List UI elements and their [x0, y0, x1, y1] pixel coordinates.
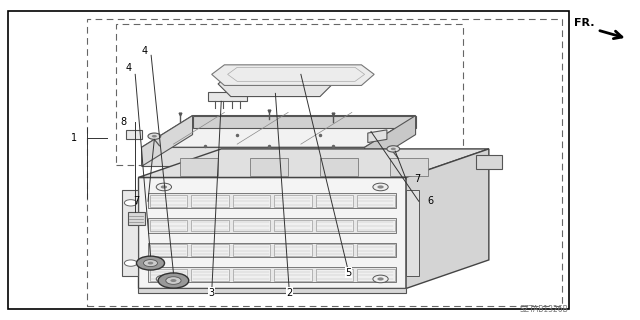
Polygon shape: [125, 130, 141, 140]
Bar: [233, 269, 270, 281]
Polygon shape: [138, 178, 406, 288]
Bar: [191, 195, 229, 206]
Polygon shape: [218, 74, 333, 97]
Circle shape: [156, 275, 172, 283]
Bar: [274, 244, 312, 256]
Polygon shape: [138, 149, 489, 178]
Text: 7: 7: [414, 174, 420, 184]
Circle shape: [373, 183, 388, 191]
Circle shape: [170, 279, 177, 282]
Text: 7: 7: [133, 196, 140, 206]
Circle shape: [136, 256, 164, 270]
Bar: [150, 220, 188, 231]
Bar: [150, 195, 188, 206]
Circle shape: [161, 185, 167, 188]
Polygon shape: [127, 212, 145, 225]
Bar: [191, 269, 229, 281]
Circle shape: [373, 275, 388, 283]
Bar: [233, 244, 270, 256]
Bar: [316, 269, 353, 281]
Circle shape: [124, 260, 137, 266]
Polygon shape: [141, 147, 365, 166]
Text: 1: 1: [70, 133, 77, 143]
Circle shape: [152, 135, 157, 138]
Circle shape: [387, 146, 399, 152]
Bar: [250, 158, 288, 176]
Text: 3: 3: [209, 288, 215, 298]
Circle shape: [158, 273, 189, 288]
Bar: [180, 158, 218, 176]
Bar: [233, 195, 270, 206]
Bar: [191, 220, 229, 231]
Polygon shape: [193, 116, 415, 128]
Bar: [390, 158, 428, 176]
Circle shape: [166, 277, 181, 284]
Polygon shape: [212, 65, 374, 85]
Bar: [150, 244, 188, 256]
Bar: [274, 195, 312, 206]
Bar: [148, 267, 396, 282]
Polygon shape: [476, 155, 502, 169]
Bar: [274, 269, 312, 281]
Bar: [233, 220, 270, 231]
Circle shape: [378, 277, 384, 281]
Polygon shape: [406, 190, 419, 276]
Text: FR.: FR.: [573, 18, 594, 28]
Circle shape: [148, 262, 154, 265]
Circle shape: [124, 200, 137, 206]
Circle shape: [161, 277, 167, 281]
Text: 4: 4: [141, 45, 148, 56]
Polygon shape: [406, 149, 489, 288]
Bar: [316, 195, 353, 206]
Circle shape: [148, 133, 161, 140]
Bar: [316, 220, 353, 231]
Bar: [357, 220, 394, 231]
Bar: [357, 195, 394, 206]
Polygon shape: [122, 190, 138, 276]
Text: 5: 5: [346, 268, 352, 278]
Bar: [88, 19, 562, 306]
Bar: [191, 244, 229, 256]
Bar: [8, 11, 568, 309]
Polygon shape: [141, 116, 193, 166]
Bar: [357, 244, 394, 256]
Text: 2: 2: [286, 288, 292, 298]
Bar: [116, 24, 463, 165]
Bar: [148, 218, 396, 233]
Circle shape: [378, 185, 384, 188]
Text: 6: 6: [427, 196, 433, 206]
Bar: [357, 269, 394, 281]
Bar: [320, 158, 358, 176]
Text: 4: 4: [126, 63, 132, 73]
Bar: [274, 220, 312, 231]
Polygon shape: [138, 288, 406, 293]
Circle shape: [143, 260, 157, 267]
Bar: [148, 243, 396, 258]
Polygon shape: [365, 116, 415, 166]
Text: SZTAB1326B: SZTAB1326B: [520, 305, 568, 314]
Text: 8: 8: [121, 117, 127, 127]
Polygon shape: [209, 92, 246, 101]
Bar: [316, 244, 353, 256]
Bar: [150, 269, 188, 281]
Circle shape: [156, 183, 172, 191]
Bar: [148, 193, 396, 208]
Polygon shape: [141, 116, 415, 147]
Circle shape: [391, 148, 396, 150]
Polygon shape: [368, 130, 387, 142]
